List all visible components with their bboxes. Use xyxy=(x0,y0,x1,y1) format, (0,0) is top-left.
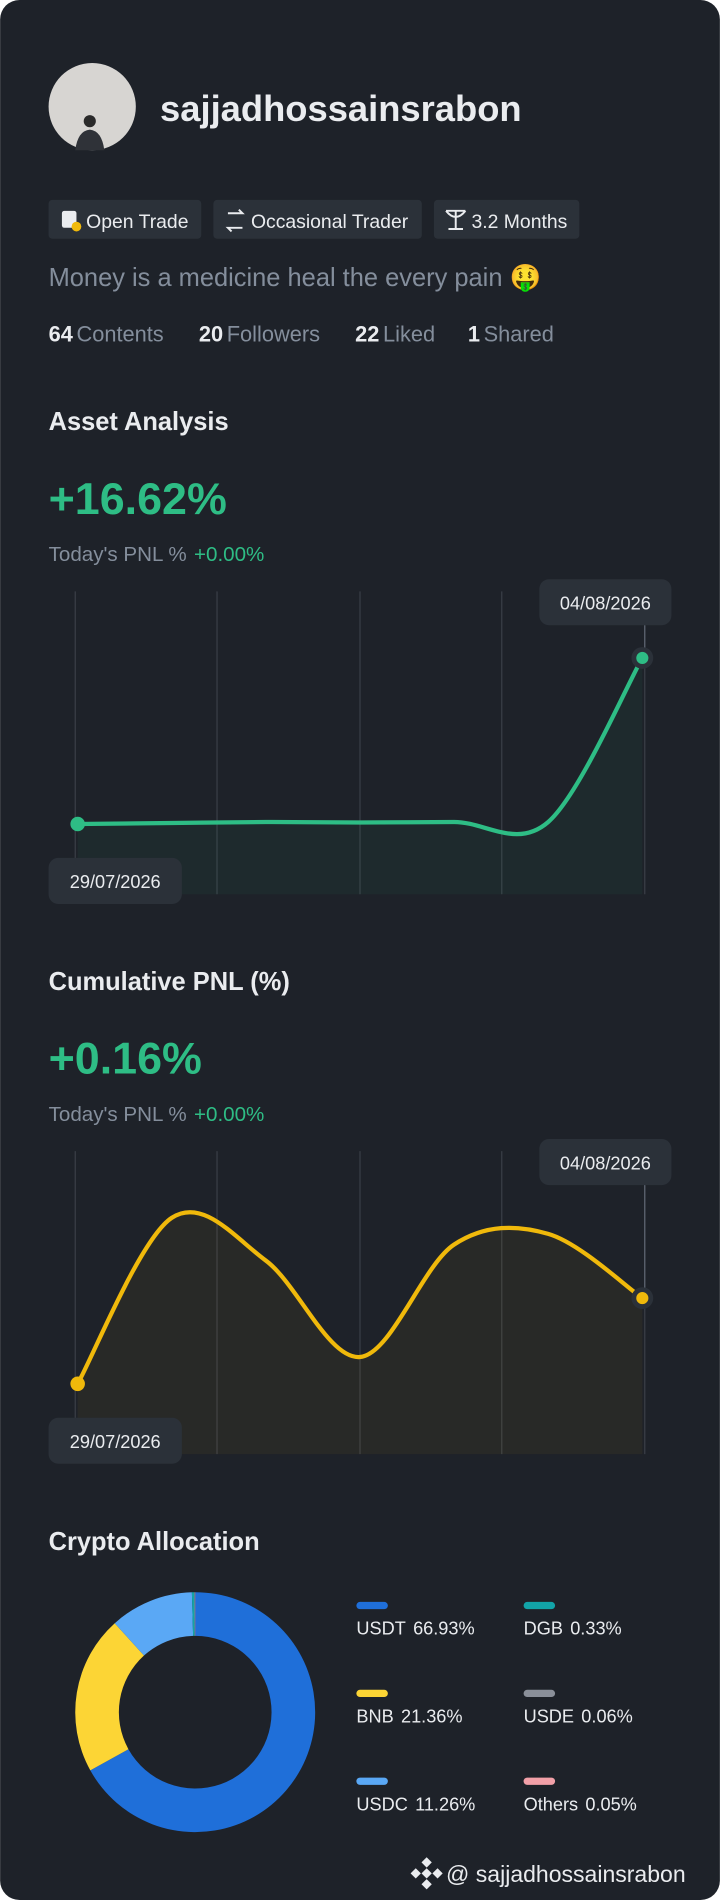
donut-slice xyxy=(114,1592,194,1656)
stat-value: 22 xyxy=(355,322,379,347)
date-label-box xyxy=(48,1417,182,1464)
date-label-box xyxy=(48,857,182,904)
legend-name: USDC xyxy=(356,1794,407,1814)
stat-label: Shared xyxy=(484,322,554,347)
footer-handle: @ sajjadhossainsrabon xyxy=(446,1861,686,1887)
headline: +16.62% xyxy=(49,473,227,524)
legend-entry: USDT 66.93% xyxy=(356,1619,474,1639)
chart-section: Crypto Allocation USDT 66.93% BNB 21.36% USDC… xyxy=(49,1528,637,1833)
legend-value: 0.06% xyxy=(581,1706,632,1726)
legend-value: 66.93% xyxy=(413,1619,475,1639)
headline: +0.16% xyxy=(49,1033,202,1084)
donut-slice xyxy=(194,1592,195,1636)
legend-name: BNB xyxy=(356,1706,393,1726)
legend-value: 11.26% xyxy=(415,1794,475,1814)
tag: Occasional Trader xyxy=(213,199,422,239)
today-pnl: Today's PNL % +0.00% xyxy=(49,543,265,566)
footer: @ sajjadhossainsrabon xyxy=(410,1857,686,1890)
stat: 20 Followers xyxy=(199,322,320,347)
legend-name: USDT xyxy=(356,1619,405,1639)
legend-swatch xyxy=(356,1689,388,1698)
today-pnl-value: +0.00% xyxy=(194,1103,264,1126)
stat-label: Liked xyxy=(383,322,435,347)
username: sajjadhossainsrabon xyxy=(160,88,522,129)
stat: 64 Contents xyxy=(49,322,164,347)
legend-name: DGB xyxy=(524,1619,563,1639)
charts: Asset Analysis 04/08/2026 29/07/2026 +16.62… xyxy=(48,408,672,1833)
chart-section: Cumulative PNL (%) 04/08/2026 29/07/2026 +0… xyxy=(48,968,672,1464)
legend-entry: BNB 21.36% xyxy=(356,1706,462,1726)
legend-value: 21.36% xyxy=(401,1706,463,1726)
legend-swatch xyxy=(523,1689,556,1698)
stat-label: Followers xyxy=(227,322,320,347)
section-title: Crypto Allocation xyxy=(49,1528,260,1556)
section-title: Cumulative PNL (%) xyxy=(49,968,290,996)
legend-swatch xyxy=(523,1777,556,1785)
legend-value: 0.33% xyxy=(570,1619,621,1639)
date-label: 04/08/2026 xyxy=(560,594,651,614)
legend-swatch xyxy=(356,1601,388,1610)
date-label-box xyxy=(539,579,672,626)
stat-value: 1 xyxy=(468,322,480,347)
date-label: 29/07/2026 xyxy=(70,872,161,892)
stat-label: Contents xyxy=(76,322,163,347)
line-area xyxy=(77,1212,643,1455)
legend-entry: USDC 11.26% xyxy=(356,1794,475,1814)
date-label-box xyxy=(539,1139,672,1186)
tag-label: 3.2 Months xyxy=(471,211,567,233)
point xyxy=(636,651,649,665)
stat-value: 64 xyxy=(49,322,73,347)
tag-label: Open Trade xyxy=(86,211,188,233)
today-pnl: Today's PNL % +0.00% xyxy=(49,1103,265,1126)
chart-section: Asset Analysis 04/08/2026 29/07/2026 +16.62… xyxy=(48,408,672,904)
legend-name: USDE xyxy=(524,1706,574,1726)
today-pnl-value: +0.00% xyxy=(194,543,264,566)
legend-entry: DGB 0.33% xyxy=(524,1619,622,1639)
tag: Open Trade xyxy=(48,199,202,239)
date-label: 29/07/2026 xyxy=(70,1432,161,1452)
donut-slice xyxy=(75,1623,145,1771)
stat-value: 20 xyxy=(199,322,223,347)
stat: 22 Liked xyxy=(355,322,435,347)
tag-label: Occasional Trader xyxy=(251,211,409,233)
point xyxy=(70,816,85,832)
date-label: 04/08/2026 xyxy=(560,1153,651,1173)
today-pnl-label: Today's PNL % xyxy=(49,543,187,566)
avatar[interactable] xyxy=(48,63,136,151)
legend-entry: Others 0.05% xyxy=(524,1794,637,1814)
legend-swatch xyxy=(356,1777,388,1785)
tag: 3.2 Months xyxy=(433,199,580,239)
section-title: Asset Analysis xyxy=(49,408,229,436)
line xyxy=(77,656,645,837)
point xyxy=(70,1376,85,1392)
legend-swatch xyxy=(523,1601,556,1610)
donut-slice xyxy=(90,1592,316,1833)
legend-entry: USDE 0.06% xyxy=(524,1706,633,1726)
stat: 1 Shared xyxy=(468,322,554,347)
donut-slice xyxy=(191,1592,195,1636)
line xyxy=(75,1210,644,1385)
legend-name: Others xyxy=(524,1794,579,1814)
today-pnl-label: Today's PNL % xyxy=(49,1103,187,1126)
bio: Money is a medicine heal the every pain … xyxy=(49,263,542,293)
point xyxy=(636,1292,649,1305)
line-area xyxy=(77,657,643,895)
legend-value: 0.05% xyxy=(585,1794,636,1814)
stats: 64 Contents 20 Followers 22 Liked 1 Shared xyxy=(49,322,554,347)
